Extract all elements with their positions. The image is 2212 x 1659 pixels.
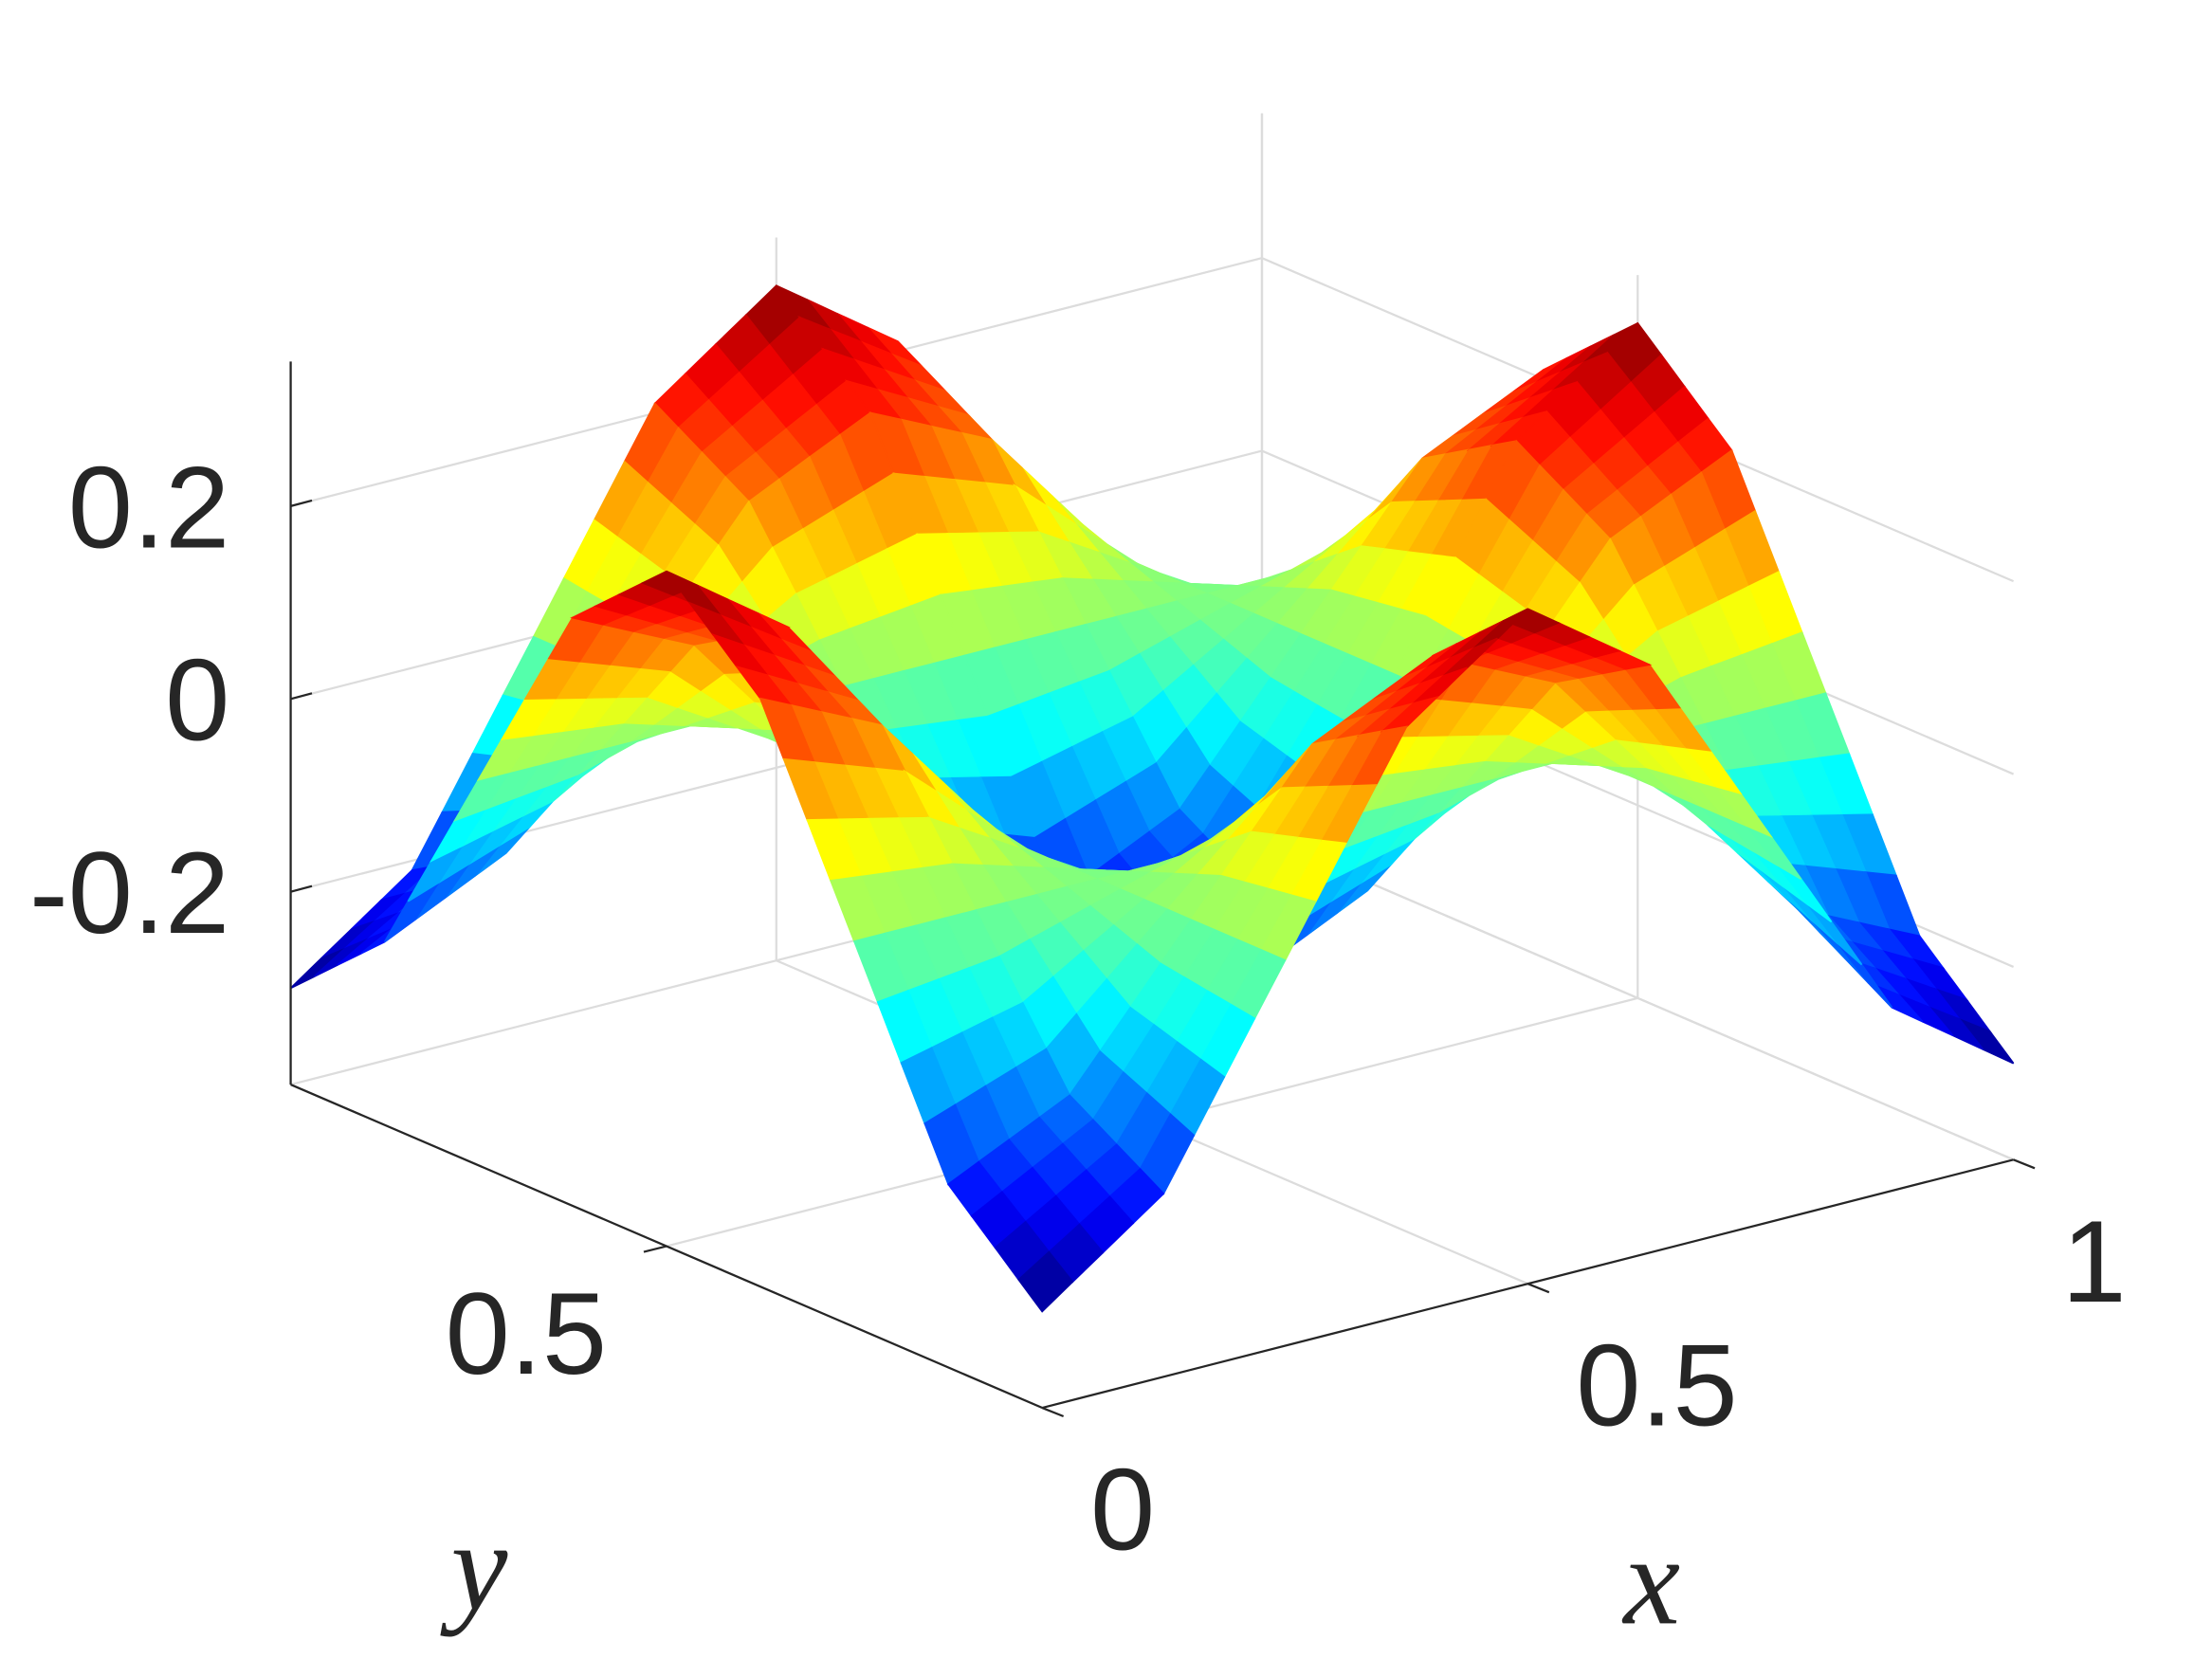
y-tick: [643, 1245, 667, 1253]
x-tick: [2013, 1158, 2036, 1170]
y-axis-label: y: [440, 1496, 508, 1637]
z-tick: [290, 692, 313, 701]
x-tick-label: 1: [2061, 1196, 2126, 1326]
z-tick-label: -0.2: [29, 828, 229, 957]
z-tick: [290, 499, 313, 507]
x-tick: [1526, 1283, 1550, 1294]
z-tick-label: 0: [165, 635, 229, 765]
x-tick: [1041, 1406, 1065, 1418]
y-tick-label: 0.5: [446, 1268, 607, 1398]
y-axis-line: [290, 1084, 1043, 1410]
surface: [289, 283, 2015, 1313]
plot-area: -0.2 0 0.2 0 0.5 1 0.5 x y: [29, 113, 2127, 1651]
x-tick-label: 0.5: [1576, 1321, 1737, 1450]
x-tick-label: 0: [1090, 1445, 1155, 1575]
z-tick-label: 0.2: [68, 442, 229, 572]
surface-patch: [289, 948, 346, 990]
x-axis-label: x: [1621, 1510, 1680, 1651]
axes: -0.2 0 0.2 0 0.5 1 0.5: [29, 361, 2127, 1575]
z-tick: [290, 884, 313, 893]
surface-patch: [1017, 1250, 1074, 1313]
x-axis-line: [1041, 1158, 2014, 1410]
